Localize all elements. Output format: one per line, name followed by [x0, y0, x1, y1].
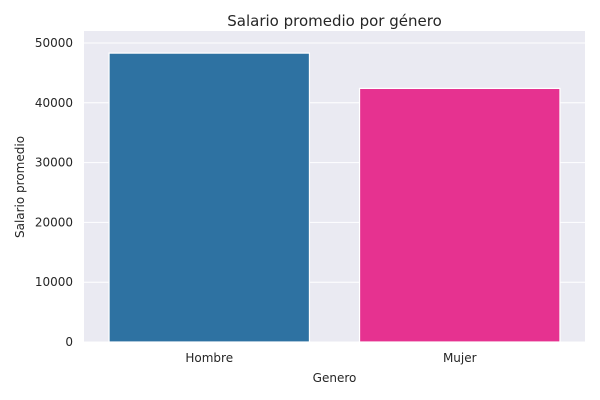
- y-axis-label: Salario promedio: [13, 136, 27, 238]
- y-tick-label: 0: [65, 335, 73, 349]
- y-axis-ticks: 0 10000 20000 30000 40000 50000: [35, 36, 73, 349]
- bars: [108, 52, 561, 343]
- y-tick-label: 30000: [35, 156, 73, 170]
- x-axis-ticks: Hombre Mujer: [185, 351, 476, 365]
- x-axis-label: Genero: [313, 371, 357, 385]
- chart-title: Salario promedio por género: [227, 12, 442, 30]
- x-tick-label: Mujer: [443, 351, 477, 365]
- y-tick-label: 20000: [35, 215, 73, 229]
- bar-mujer: [358, 87, 561, 343]
- bar-hombre: [108, 52, 311, 343]
- y-tick-label: 50000: [35, 36, 73, 50]
- x-tick-label: Hombre: [185, 351, 233, 365]
- y-tick-label: 40000: [35, 96, 73, 110]
- y-tick-label: 10000: [35, 275, 73, 289]
